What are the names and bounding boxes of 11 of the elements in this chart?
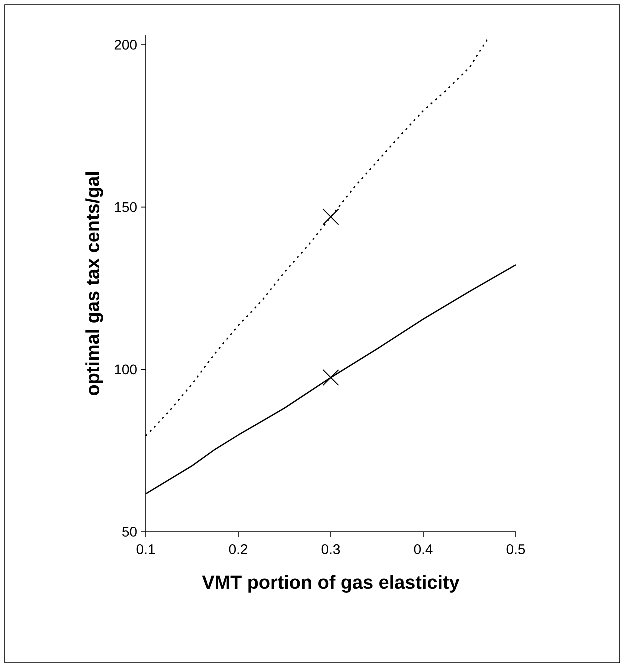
x-tick-label: 0.5 bbox=[506, 544, 526, 554]
y-axis-title: optimal gas tax cents/gal bbox=[86, 172, 104, 396]
y-tick-label: 150 bbox=[115, 202, 137, 212]
x-tick-label: 0.3 bbox=[322, 544, 340, 554]
y-tick-label: 100 bbox=[115, 364, 137, 375]
x-tick-label: 0.2 bbox=[229, 544, 248, 554]
y-tick-label: 50 bbox=[122, 527, 137, 537]
x-axis-title: VMT portion of gas elasticity bbox=[202, 575, 460, 593]
x-tick-label: 0.4 bbox=[414, 544, 433, 554]
y-tick-label: 200 bbox=[114, 40, 137, 50]
x-tick-label: 0.1 bbox=[136, 544, 156, 554]
